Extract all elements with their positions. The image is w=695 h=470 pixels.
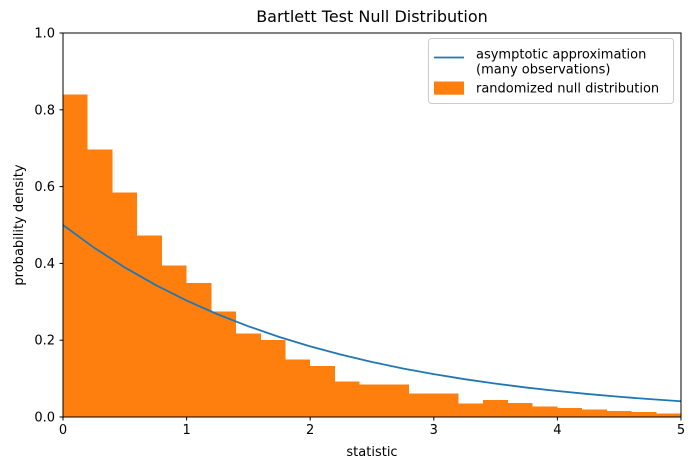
legend-box xyxy=(428,38,674,104)
histogram-bar xyxy=(606,411,632,417)
x-tick-label: 0 xyxy=(59,423,67,438)
histogram-bar xyxy=(112,192,138,417)
legend-label-asymptotic-line2: (many observations) xyxy=(476,63,611,78)
histogram-bar xyxy=(161,265,187,417)
x-tick-label: 1 xyxy=(182,423,190,438)
legend-label-randomized: randomized null distribution xyxy=(476,82,659,97)
histogram-bar xyxy=(433,393,459,417)
legend-label-asymptotic-line1: asymptotic approximation xyxy=(476,48,646,63)
x-axis-label: statistic xyxy=(346,445,397,460)
histogram-bar xyxy=(507,402,533,417)
histogram-bar xyxy=(631,412,657,417)
y-tick-label: 0.0 xyxy=(34,411,55,426)
histogram-bar xyxy=(656,413,681,417)
histogram-bar xyxy=(211,311,237,417)
histogram-bar xyxy=(87,149,113,417)
chart-title: Bartlett Test Null Distribution xyxy=(256,7,488,26)
y-tick-label: 0.6 xyxy=(34,180,55,195)
histogram-bar xyxy=(458,403,484,417)
histogram-bar xyxy=(285,359,311,417)
legend-patch-sample xyxy=(434,81,464,95)
legend: asymptotic approximation (many observati… xyxy=(428,38,674,104)
histogram-bar xyxy=(236,333,261,417)
y-tick-label: 1.0 xyxy=(34,27,55,42)
histogram-bar xyxy=(359,384,385,417)
x-tick-label: 2 xyxy=(306,423,314,438)
plot-frame xyxy=(62,32,682,418)
x-axis-ticks: 0 1 2 3 4 5 xyxy=(59,417,685,438)
y-tick-label: 0.2 xyxy=(34,334,55,349)
y-axis-label: probability density xyxy=(12,164,27,285)
histogram-bar xyxy=(334,381,360,417)
histogram-bar xyxy=(310,365,335,417)
histogram-bar xyxy=(557,407,583,417)
histogram-bar xyxy=(532,406,558,417)
histogram-bar xyxy=(409,393,434,417)
histogram-bar xyxy=(582,409,607,417)
histogram-bar xyxy=(260,340,286,417)
asymptotic-curve xyxy=(62,224,682,403)
histogram-bar xyxy=(384,384,410,417)
y-tick-label: 0.4 xyxy=(34,257,55,272)
x-tick-label: 5 xyxy=(677,423,685,438)
x-tick-label: 4 xyxy=(553,423,561,438)
histogram-bar xyxy=(63,94,88,417)
x-tick-label: 3 xyxy=(430,423,438,438)
histogram-series xyxy=(63,94,681,417)
histogram-bar xyxy=(483,400,508,417)
y-tick-label: 0.8 xyxy=(34,103,55,118)
histogram-bar xyxy=(137,235,162,417)
y-axis-ticks: 0.0 0.2 0.4 0.6 0.8 1.0 xyxy=(34,27,63,426)
